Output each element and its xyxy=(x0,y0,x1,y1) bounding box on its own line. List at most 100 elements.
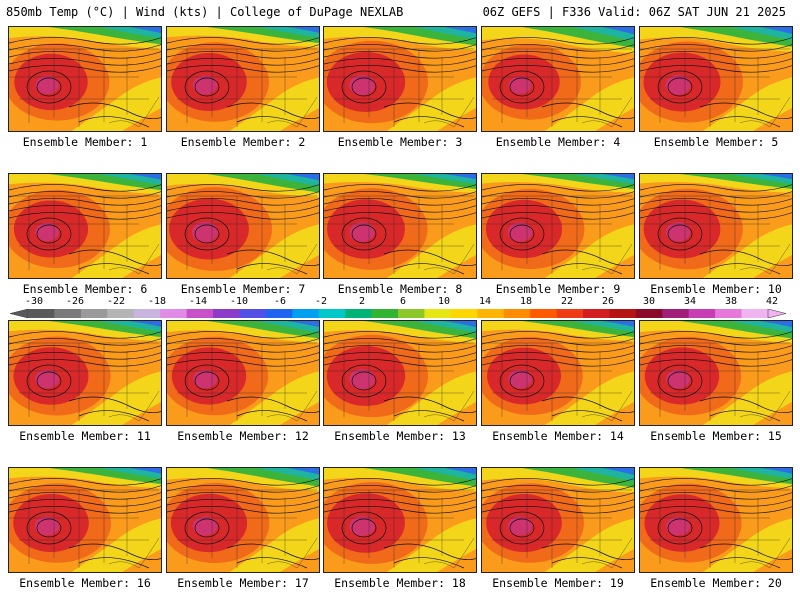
ensemble-member-label: Ensemble Member: 3 xyxy=(337,135,463,149)
ensemble-map-panel xyxy=(481,26,635,132)
ensemble-map-panel xyxy=(166,320,320,426)
colorbar-segment xyxy=(80,309,108,318)
ensemble-map-panel xyxy=(639,320,793,426)
colorbar-tick-labels: -30 -26 -22 -18 -14 -10 -6 -2 2 6 10 14 18 22 26 30 34 38… xyxy=(10,296,786,310)
colorbar-tick-label: 10 xyxy=(437,296,451,307)
ensemble-member-label: Ensemble Member: 13 xyxy=(334,429,466,443)
colorbar-segment xyxy=(583,309,610,318)
temperature-map xyxy=(324,174,476,278)
colorbar-segment xyxy=(635,309,663,318)
temperature-map xyxy=(640,27,792,131)
colorbar-tick-label: -10 xyxy=(229,296,249,307)
ensemble-map-panel xyxy=(8,320,162,426)
colorbar-segment xyxy=(609,309,637,318)
header-title-left: 850mb Temp (°C) | Wind (kts) | College o… xyxy=(6,5,404,19)
colorbar-tick-label: -30 xyxy=(24,296,44,307)
colorbar-tick-label: 26 xyxy=(601,296,615,307)
ensemble-member-label: Ensemble Member: 2 xyxy=(180,135,306,149)
colorbar-segment xyxy=(556,309,584,318)
ensemble-member-label: Ensemble Member: 11 xyxy=(19,429,151,443)
colorbar-segment xyxy=(477,309,505,318)
temperature-map xyxy=(167,468,319,572)
temperature-map xyxy=(167,27,319,131)
ensemble-map-panel xyxy=(639,173,793,279)
colorbar-tick-label: -6 xyxy=(273,296,287,307)
temperature-map xyxy=(9,321,161,425)
colorbar-segment xyxy=(424,309,452,318)
colorbar-segment xyxy=(160,309,187,318)
colorbar-right-arrow xyxy=(767,309,786,318)
ensemble-member-label: Ensemble Member: 1 xyxy=(22,135,148,149)
colorbar-segment xyxy=(398,309,425,318)
ensemble-map-panel xyxy=(481,320,635,426)
colorbar-tick-label: 38 xyxy=(724,296,738,307)
colorbar-segment xyxy=(265,309,293,318)
ensemble-member-label: Ensemble Member: 18 xyxy=(334,576,466,590)
temperature-map xyxy=(482,468,634,572)
ensemble-member-label: Ensemble Member: 19 xyxy=(492,576,624,590)
colorbar-tick-label: 6 xyxy=(399,296,407,307)
ensemble-member-label: Ensemble Member: 12 xyxy=(177,429,309,443)
temperature-map xyxy=(482,27,634,131)
colorbar-segment xyxy=(107,309,135,318)
colorbar-segment xyxy=(345,309,372,318)
temperature-map xyxy=(640,174,792,278)
ensemble-member-label: Ensemble Member: 10 xyxy=(650,282,782,296)
temperature-map xyxy=(640,321,792,425)
colorbar-segment xyxy=(213,309,240,318)
colorbar-segment xyxy=(450,309,478,318)
colorbar-tick-label: -26 xyxy=(65,296,85,307)
temperature-map xyxy=(640,468,792,572)
ensemble-map-panel xyxy=(639,26,793,132)
ensemble-map-panel xyxy=(166,173,320,279)
ensemble-member-label: Ensemble Member: 7 xyxy=(180,282,306,296)
ensemble-member-label: Ensemble Member: 4 xyxy=(495,135,621,149)
temperature-map xyxy=(9,27,161,131)
header: 850mb Temp (°C) | Wind (kts) | College o… xyxy=(0,0,800,24)
colorbar-segment xyxy=(688,309,716,318)
colorbar-tick-label: 18 xyxy=(519,296,533,307)
temperature-map xyxy=(324,468,476,572)
ensemble-member-label: Ensemble Member: 17 xyxy=(177,576,309,590)
colorbar-segment xyxy=(239,309,267,318)
colorbar-segment xyxy=(715,309,742,318)
temperature-map xyxy=(482,321,634,425)
colorbar-tick-label: -18 xyxy=(147,296,167,307)
ensemble-member-label: Ensemble Member: 16 xyxy=(19,576,151,590)
ensemble-map-panel xyxy=(639,467,793,573)
ensemble-map-panel xyxy=(166,26,320,132)
colorbar-tick-label: -2 xyxy=(314,296,328,307)
ensemble-map-panel xyxy=(481,467,635,573)
ensemble-member-label: Ensemble Member: 5 xyxy=(653,135,779,149)
colorbar-segment xyxy=(371,309,399,318)
ensemble-map-panel xyxy=(8,26,162,132)
colorbar-segment xyxy=(186,309,214,318)
colorbar-tick-label: 34 xyxy=(683,296,697,307)
ensemble-map-panel xyxy=(8,173,162,279)
colorbar-tick-label: 2 xyxy=(358,296,366,307)
temperature-map xyxy=(167,321,319,425)
ensemble-map-panel xyxy=(481,173,635,279)
colorbar-tick-label: 30 xyxy=(642,296,656,307)
colorbar-segment xyxy=(318,309,346,318)
ensemble-member-label: Ensemble Member: 15 xyxy=(650,429,782,443)
colorbar-tick-label: 42 xyxy=(765,296,779,307)
ensemble-map-panel xyxy=(323,467,477,573)
colorbar-segment xyxy=(292,309,320,318)
temperature-map xyxy=(482,174,634,278)
ensemble-map-panel xyxy=(323,320,477,426)
colorbar-segment xyxy=(54,309,82,318)
colorbar-segment xyxy=(28,309,55,318)
temperature-map xyxy=(9,174,161,278)
colorbar-strip xyxy=(10,309,786,318)
colorbar-tick-label: 22 xyxy=(560,296,574,307)
ensemble-map-panel xyxy=(323,26,477,132)
ensemble-member-label: Ensemble Member: 6 xyxy=(22,282,148,296)
temperature-colorbar: -30 -26 -22 -18 -14 -10 -6 -2 2 6 10 14 18 22 26 30 34 38… xyxy=(10,296,786,318)
colorbar-segment xyxy=(133,309,161,318)
ensemble-map-panel xyxy=(166,467,320,573)
ensemble-member-label: Ensemble Member: 14 xyxy=(492,429,624,443)
colorbar-left-arrow xyxy=(10,309,29,318)
ensemble-map-panel xyxy=(8,467,162,573)
header-title-right: 06Z GEFS | F336 Valid: 06Z SAT JUN 21 20… xyxy=(482,5,786,19)
